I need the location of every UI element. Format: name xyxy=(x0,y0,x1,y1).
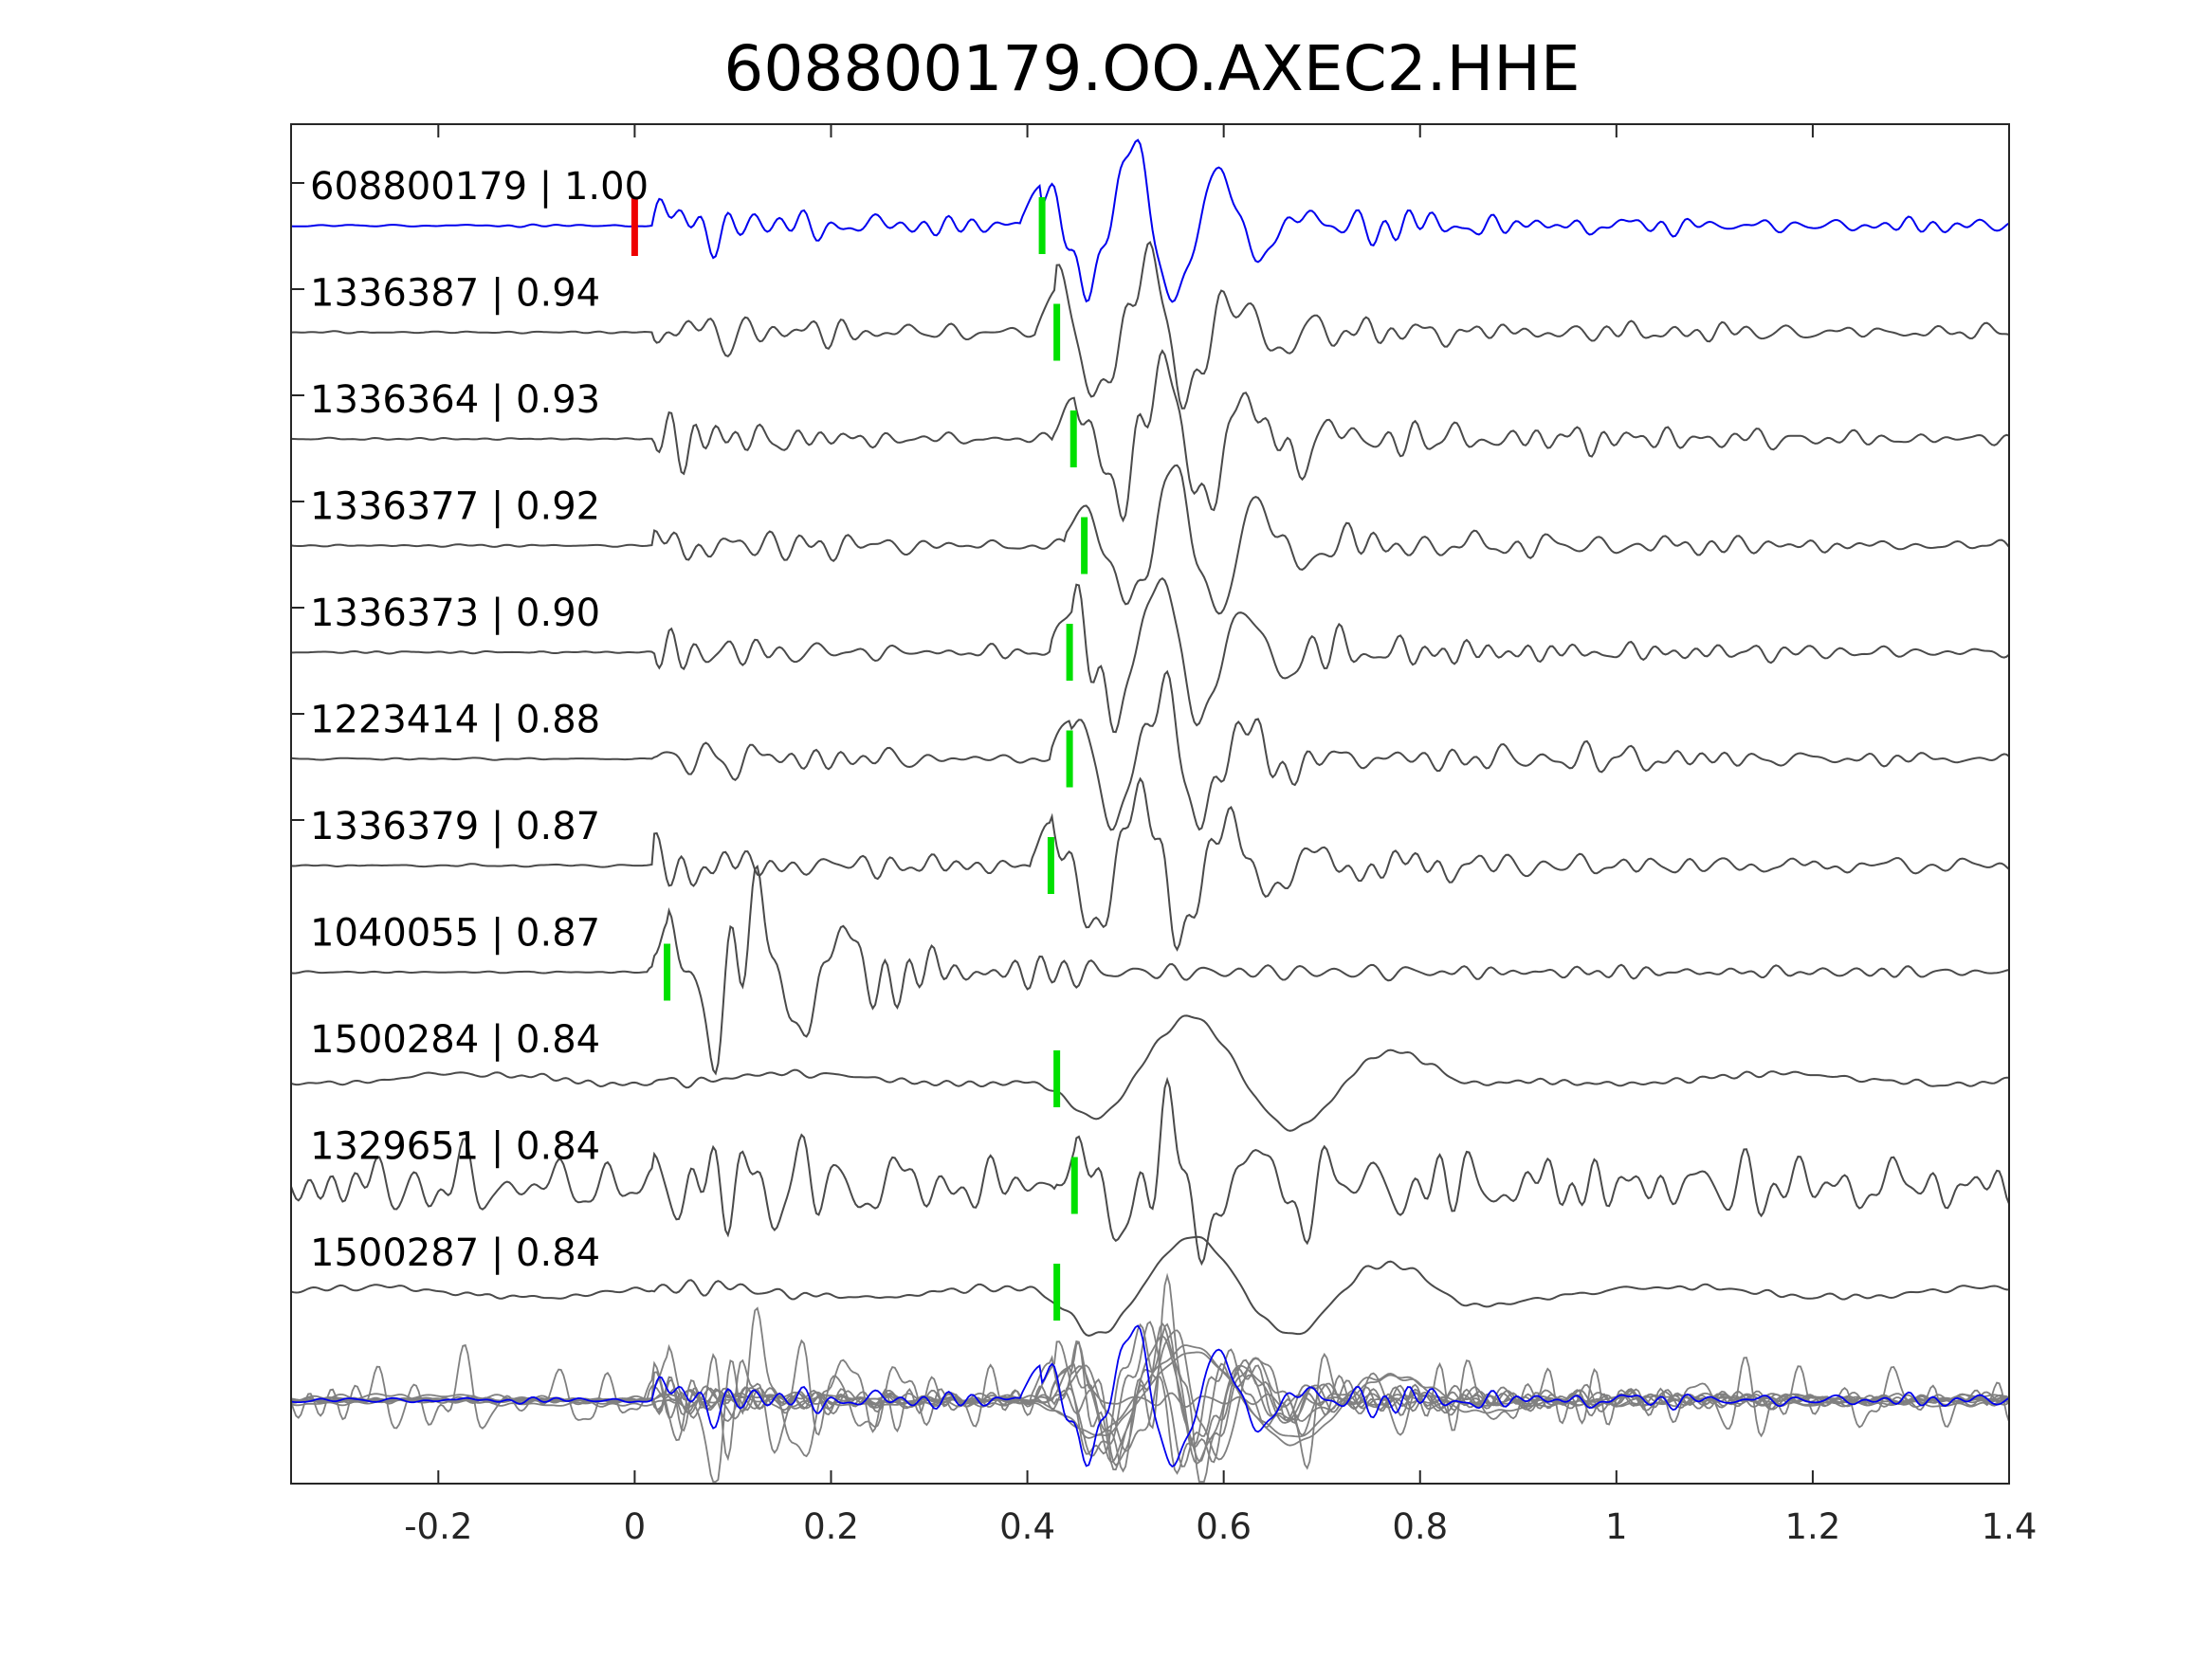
stack-match-trace xyxy=(290,1344,2010,1447)
trace-label: 1040055 | 0.87 xyxy=(310,912,600,956)
stack-overlay xyxy=(290,1272,2010,1483)
trace-label: 1336377 | 0.92 xyxy=(310,485,600,529)
match-trace xyxy=(290,464,2010,615)
match-trace xyxy=(290,349,2010,523)
match-trace xyxy=(290,240,2010,410)
trace-label: 608800179 | 1.00 xyxy=(310,165,649,209)
match-trace xyxy=(291,576,2010,734)
x-tick-label: 1 xyxy=(1605,1506,1628,1547)
x-axis-ticks: -0.2 0 0.2 0.4 0.6 0.8 1 1.2 1.4 xyxy=(291,124,2037,1547)
trace-label: 1336364 | 0.93 xyxy=(310,378,600,422)
trace-label: 1336379 | 0.87 xyxy=(310,805,600,848)
x-tick-label: 0 xyxy=(624,1506,647,1547)
match-trace xyxy=(290,1014,2010,1132)
stack-match-trace xyxy=(290,1272,2010,1483)
trace-label: 1336373 | 0.90 xyxy=(310,592,600,635)
axes xyxy=(290,123,2010,1485)
match-trace xyxy=(290,669,2010,831)
chart-title: 608800179.OO.AXEC2.HHE xyxy=(723,32,1580,105)
trace-label: 1500284 | 0.84 xyxy=(310,1018,600,1062)
trace-label: 1500287 | 0.84 xyxy=(310,1231,600,1275)
x-tick-label: 1.2 xyxy=(1784,1506,1840,1547)
trace-label: 1329651 | 0.84 xyxy=(310,1125,600,1169)
match-trace xyxy=(290,1076,2010,1267)
match-trace xyxy=(290,1235,2009,1338)
x-tick-label: 1.4 xyxy=(1982,1506,2038,1547)
match-trace xyxy=(290,776,2010,952)
traces-layer xyxy=(290,138,2010,1338)
x-tick-label: 0.8 xyxy=(1392,1506,1448,1547)
trace-labels: 608800179 | 1.00 1336387 | 0.94 1336364 | … xyxy=(310,165,649,1275)
stack-template-trace xyxy=(290,1324,2010,1468)
x-tick-label: 0.4 xyxy=(999,1506,1055,1547)
axes-box xyxy=(290,123,2010,1485)
x-tick-label: 0.6 xyxy=(1196,1506,1252,1547)
stack-match-trace xyxy=(290,1306,2010,1483)
trace-label: 1336387 | 0.94 xyxy=(310,272,600,316)
template-trace xyxy=(290,138,2010,303)
match-trace xyxy=(290,864,2010,1076)
x-tick-label: -0.2 xyxy=(404,1506,472,1547)
x-tick-label: 0.2 xyxy=(803,1506,859,1547)
trace-label: 1223414 | 0.88 xyxy=(310,699,600,742)
